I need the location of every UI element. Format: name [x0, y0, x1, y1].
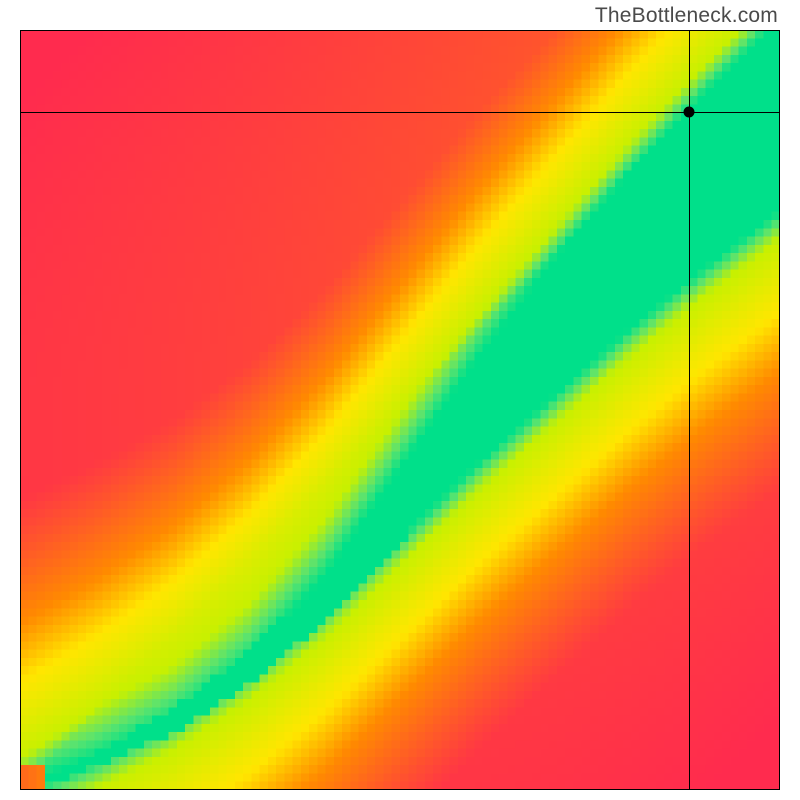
crosshair-horizontal: [20, 112, 780, 113]
heatmap-plot: [20, 30, 780, 790]
crosshair-marker: [683, 107, 694, 118]
crosshair-vertical: [689, 30, 690, 790]
heatmap-canvas: [20, 30, 780, 790]
watermark-text: TheBottleneck.com: [595, 4, 778, 28]
